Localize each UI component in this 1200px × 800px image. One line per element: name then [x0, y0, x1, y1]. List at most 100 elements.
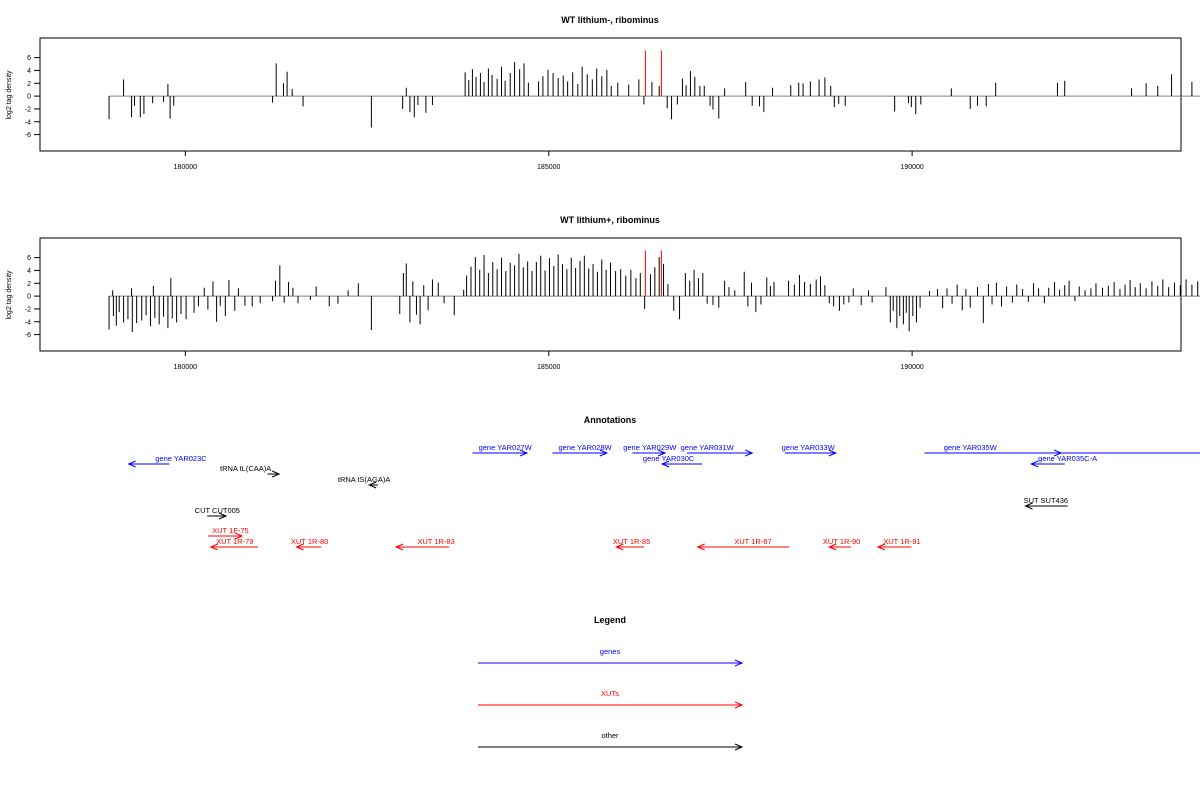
bottom-panel-axes: -6 -4 -2 0 2 4 6 180000 185000 190000	[25, 255, 924, 371]
annotation-feature: gene YAR029W	[623, 443, 677, 457]
annotation-feature: SUT SUT436	[1024, 496, 1068, 510]
y-tick-label: -4	[25, 319, 31, 326]
arrowhead-icon	[734, 659, 744, 667]
arrowhead-icon	[657, 449, 667, 457]
annotation-feature: XUT 1R-85	[613, 537, 650, 551]
x-tick-label: 185000	[537, 364, 560, 371]
feature-label: gene YAR028W	[559, 443, 613, 452]
legend: Legend genes XUTs other	[478, 615, 744, 751]
top-panel-frame	[39, 37, 1182, 152]
arrowhead-icon	[615, 543, 624, 551]
arrowhead-icon	[1030, 460, 1039, 468]
annotation-feature: XUT 1R-83	[394, 537, 455, 551]
y-tick-label: 6	[27, 255, 31, 262]
feature-label: XUT 1R-79	[216, 537, 253, 546]
annotation-feature: gene YAR023C	[127, 454, 207, 468]
arrowhead-icon	[127, 460, 136, 468]
top-panel-y-label: log2 tag density	[6, 70, 13, 120]
feature-label: gene YAR027W	[479, 443, 533, 452]
feature-label: gene YAR023C	[155, 454, 207, 463]
arrowhead-icon	[734, 701, 744, 709]
arrowhead-icon	[295, 543, 304, 551]
y-tick-label: 4	[27, 268, 31, 275]
y-tick-label: -4	[25, 119, 31, 126]
annotation-feature: gene YAR028W	[552, 443, 613, 457]
annotations-title: Annotations	[584, 415, 637, 425]
annotation-feature: XUT 1R-91	[876, 537, 921, 551]
arrowhead-icon	[696, 543, 705, 551]
annotation-feature: XUT 1F-75	[207, 526, 249, 540]
y-tick-label: 0	[27, 94, 31, 101]
feature-label: gene YAR029W	[623, 443, 677, 452]
y-tick-label: 0	[27, 294, 31, 301]
legend-entry: XUTs	[478, 689, 744, 709]
arrowhead-icon	[218, 512, 228, 520]
x-tick-label: 190000	[900, 164, 923, 171]
feature-label: XUT 1R-83	[417, 537, 454, 546]
annotation-feature: tRNA tL(CAA)A	[220, 464, 281, 478]
annotation-feature: gene YARC	[1061, 452, 1200, 454]
legend-label: genes	[600, 647, 621, 656]
y-tick-label: -2	[25, 106, 31, 113]
legend-label: XUTs	[601, 689, 619, 698]
arrowhead-icon	[734, 743, 744, 751]
feature-label: XUT 1R-80	[291, 537, 328, 546]
arrowhead-icon	[599, 449, 609, 457]
bottom-panel-bars	[108, 250, 1200, 333]
feature-label: XUT 1R-85	[613, 537, 650, 546]
y-tick-label: 4	[27, 68, 31, 75]
y-tick-label: -6	[25, 132, 31, 139]
x-tick-label: 180000	[174, 164, 197, 171]
legend-items: genes XUTs other	[478, 647, 744, 751]
top-panel-bars	[108, 50, 1200, 128]
bottom-panel-frame	[39, 237, 1182, 352]
legend-entry: other	[478, 731, 744, 751]
annotation-items: gene YAR023C gene YAR027W gene YAR028W gene…	[127, 443, 1200, 551]
arrowhead-icon	[660, 460, 670, 468]
arrowhead-icon	[828, 449, 838, 457]
feature-label: XUT 1R-87	[734, 537, 771, 546]
feature-label: gene YAR033W	[782, 443, 836, 452]
feature-label: gene YAR035W	[944, 443, 998, 452]
arrowhead-icon	[394, 543, 404, 551]
arrowhead-icon	[234, 532, 244, 540]
annotation-feature: gene YAR035C-A	[1030, 454, 1097, 468]
annotation-feature: gene YAR030C	[643, 454, 703, 468]
top-panel-axes: -6 -4 -2 0 2 4 6 180000 185000 190000	[25, 55, 924, 171]
feature-label: gene YAR030C	[643, 454, 695, 463]
y-tick-label: 2	[27, 281, 31, 288]
feature-label: gene YAR035C-A	[1038, 454, 1097, 463]
feature-label: SUT SUT436	[1024, 496, 1068, 505]
legend-title: Legend	[594, 615, 626, 625]
top-panel-title: WT lithium-, ribominus	[561, 15, 659, 25]
annotation-feature: gene YAR031W	[681, 443, 754, 457]
arrowhead-icon	[519, 449, 529, 457]
legend-label: other	[601, 731, 619, 740]
feature-label: XUT 1R-90	[823, 537, 860, 546]
top-panel: WT lithium-, ribominus log2 tag density …	[6, 15, 1200, 171]
y-tick-label: 2	[27, 81, 31, 88]
x-tick-label: 180000	[174, 364, 197, 371]
annotation-feature: XUT 1R-90	[823, 537, 860, 551]
feature-label: XUT 1R-91	[883, 537, 920, 546]
annotation-feature: gene YAR033W	[782, 443, 838, 457]
bottom-panel-title: WT lithium+, ribominus	[560, 215, 660, 225]
arrowhead-icon	[745, 449, 754, 457]
annotation-feature: XUT 1R-87	[696, 537, 790, 551]
feature-label: XUT 1F-75	[212, 526, 249, 535]
arrowhead-icon	[1024, 502, 1033, 510]
feature-label: CUT CUT005	[195, 506, 240, 515]
arrowhead-icon	[876, 543, 886, 551]
annotation-feature: XUT 1R-79	[209, 537, 259, 551]
annotation-feature: CUT CUT005	[195, 506, 240, 520]
annotation-feature: XUT 1R-80	[291, 537, 328, 551]
arrowhead-icon	[827, 543, 837, 551]
legend-entry: genes	[478, 647, 744, 667]
feature-label: tRNA tL(CAA)A	[220, 464, 271, 473]
arrowhead-icon	[367, 481, 377, 489]
annotation-feature: tRNA tS(AGA)A	[338, 475, 390, 489]
arrowhead-icon	[271, 470, 281, 478]
y-tick-label: -2	[25, 306, 31, 313]
